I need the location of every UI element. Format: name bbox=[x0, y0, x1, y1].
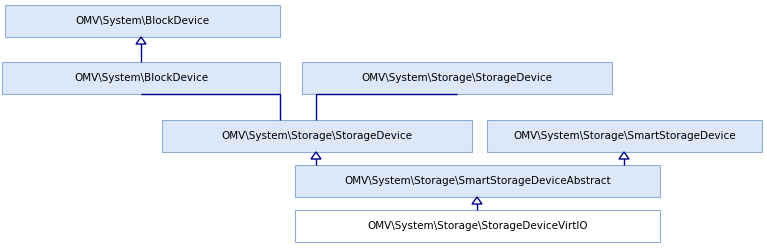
Polygon shape bbox=[472, 197, 482, 204]
Bar bbox=[2, 62, 280, 94]
Text: OMV\System\BlockDevice: OMV\System\BlockDevice bbox=[75, 16, 209, 26]
Text: OMV\System\BlockDevice: OMV\System\BlockDevice bbox=[74, 73, 208, 83]
Bar bbox=[295, 210, 660, 242]
Bar bbox=[295, 165, 660, 197]
Text: OMV\System\Storage\StorageDevice: OMV\System\Storage\StorageDevice bbox=[222, 131, 413, 141]
Polygon shape bbox=[619, 152, 629, 159]
Bar bbox=[5, 5, 280, 37]
Bar bbox=[302, 62, 612, 94]
Text: OMV\System\Storage\SmartStorageDevice: OMV\System\Storage\SmartStorageDevice bbox=[513, 131, 736, 141]
Text: OMV\System\Storage\StorageDeviceVirtIO: OMV\System\Storage\StorageDeviceVirtIO bbox=[367, 221, 588, 231]
Text: OMV\System\Storage\SmartStorageDeviceAbstract: OMV\System\Storage\SmartStorageDeviceAbs… bbox=[344, 176, 611, 186]
Text: OMV\System\Storage\StorageDevice: OMV\System\Storage\StorageDevice bbox=[361, 73, 552, 83]
Bar bbox=[487, 120, 762, 152]
Polygon shape bbox=[136, 37, 146, 44]
Polygon shape bbox=[311, 152, 321, 159]
Bar bbox=[162, 120, 472, 152]
